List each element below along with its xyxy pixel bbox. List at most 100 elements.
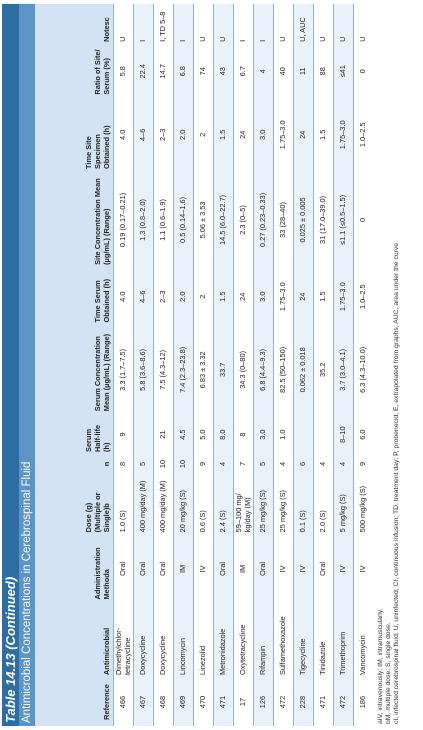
- cell-halflife: 3.0: [253, 414, 274, 455]
- header-dose: Dose (g) (Multiple or Single)b: [35, 472, 114, 536]
- cell-time-serum: 24: [233, 267, 254, 326]
- cell-dose: 0.6 (S): [193, 472, 214, 536]
- cell-serum-concentration: 7.4 (2.3–23.8): [173, 325, 194, 415]
- cell-reference: 186: [353, 678, 374, 726]
- cell-time-site: 3.0: [253, 97, 274, 172]
- cell-reference: 472: [333, 678, 354, 726]
- cell-serum-concentration: 0.062 ± 0.018: [293, 325, 314, 415]
- cell-site-concentration: ≤1.1 (≤0.5–1.5): [333, 171, 354, 268]
- header-time-site: Time Site Specimen Obtained (h): [35, 97, 114, 172]
- table-row: 469 Lincomycin IM 20 mg/kg (S) 10 4.5 7.…: [173, 4, 194, 726]
- footnote-b: bM, multiple dose; S, single dose.: [384, 622, 392, 724]
- cell-antimicrobial: Doxycycline: [153, 602, 174, 679]
- cell-halflife: 1.0: [273, 414, 294, 455]
- cell-site-concentration: 5.06 ± 3.53: [193, 171, 214, 268]
- cell-antimicrobial: Rifampin: [253, 602, 274, 679]
- cell-antimicrobial: Tigecycline: [293, 602, 314, 679]
- cell-time-site: 24: [233, 97, 254, 172]
- cell-method: IV: [273, 535, 294, 603]
- cell-notes: U: [333, 4, 354, 45]
- cell-time-site: 4.0: [113, 97, 134, 172]
- cell-serum-concentration: 6.8 (4.4–9.3): [253, 325, 274, 415]
- cell-time-serum: 24: [293, 267, 314, 326]
- cell-ratio: 74: [193, 44, 214, 98]
- cell-ratio: 88: [313, 44, 334, 98]
- cell-reference: 471: [213, 678, 234, 726]
- table-row: 468 Doxycycline Oral 400 mg/day (M) 10 2…: [153, 4, 174, 726]
- cell-time-serum: 4.0: [113, 267, 134, 326]
- cell-method: IV: [333, 535, 354, 603]
- cell-dose: 400 mg/day (M): [153, 472, 174, 536]
- cell-n: 9: [193, 454, 214, 473]
- cell-antimicrobial: Linezolid: [193, 602, 214, 679]
- cell-ratio: 4: [253, 44, 274, 98]
- cell-method: Oral: [213, 535, 234, 603]
- table-row: 467 Doxycycline Oral 400 mg/day (M) 5 5.…: [133, 4, 154, 726]
- cell-dose: 59–100 mg/ kg/day (M): [233, 472, 254, 536]
- cell-dose: 2.0 (S): [313, 472, 334, 536]
- cell-halflife: 21: [153, 414, 174, 455]
- cell-reference: 126: [253, 678, 274, 726]
- cell-time-serum: 2.0: [173, 267, 194, 326]
- cell-notes: I: [133, 4, 154, 45]
- cell-notes: U: [353, 4, 374, 45]
- cell-halflife: 8: [233, 414, 254, 455]
- header-reference: Reference: [35, 678, 114, 726]
- cell-time-serum: 2: [193, 267, 214, 326]
- cell-time-serum: 1.0–2.5: [353, 267, 374, 326]
- cell-reference: 470: [193, 678, 214, 726]
- cell-dose: 1.0 (S): [113, 472, 134, 536]
- cell-site-concentration: 2.3 (0–5): [233, 171, 254, 268]
- cell-antimicrobial: Vancomycin: [353, 602, 374, 679]
- cell-time-serum: 1.75–3.0: [273, 267, 294, 326]
- cell-notes: U: [113, 4, 134, 45]
- cell-serum-concentration: 3.3 (1.7–7.5): [113, 325, 134, 415]
- cell-halflife: 9: [113, 414, 134, 455]
- cell-ratio: 6.7: [233, 44, 254, 98]
- cell-site-concentration: 1.3 (0.8–2.0): [133, 171, 154, 268]
- cell-site-concentration: 0.5 (0.14–1.6): [173, 171, 194, 268]
- cell-notes: I: [253, 4, 274, 45]
- cell-ratio: 5.8: [113, 44, 134, 98]
- cell-n: 10: [153, 454, 174, 473]
- cell-dose: 500 mg/kg (S): [353, 472, 374, 536]
- footnote-a: aIV, intravenously; IM, intramuscularly.: [376, 608, 384, 724]
- cell-antimicrobial: Lincomycin: [173, 602, 194, 679]
- cell-n: 5: [253, 454, 274, 473]
- cell-n: 6: [293, 454, 314, 473]
- cell-ratio: ≤41: [333, 44, 354, 98]
- cell-site-concentration: 14.5 (6.0–22.7): [213, 171, 234, 268]
- cell-serum-concentration: 33.7: [213, 325, 234, 415]
- cell-time-serum: 2–3: [153, 267, 174, 326]
- cell-ratio: 0: [353, 44, 374, 98]
- cell-time-site: 1.5: [313, 97, 334, 172]
- cell-halflife: 6.0: [353, 414, 374, 455]
- cell-method: IV: [293, 535, 314, 603]
- cell-halflife: 5.0: [193, 414, 214, 455]
- cell-time-site: 2.0: [173, 97, 194, 172]
- table-row: 472 Trimethoprim IV 5 mg/kg (S) 4 8–10 3…: [333, 4, 354, 726]
- table-title: Table 14.13 (Continued): [2, 4, 19, 726]
- cell-time-site: 4–6: [133, 97, 154, 172]
- cell-dose: 5 mg/kg (S): [333, 472, 354, 536]
- cell-serum-concentration: 5.8 (3.6–8.6): [133, 325, 154, 415]
- cell-antimicrobial: Doxycycline: [133, 602, 154, 679]
- cell-method: IV: [353, 535, 374, 603]
- cell-time-serum: 1.75–3.0: [333, 267, 354, 326]
- cell-serum-concentration: 6.83 ± 3.32: [193, 325, 214, 415]
- cell-notes: U: [273, 4, 294, 45]
- cell-halflife: 8.0: [213, 414, 234, 455]
- cell-time-serum: 1.5: [313, 267, 334, 326]
- cell-halflife: 4.5: [173, 414, 194, 455]
- header-site-concentration: Site Concentration Mean (µg/mL) (Range): [35, 171, 114, 268]
- cell-site-concentration: 0.27 (0.23–0.33): [253, 171, 274, 268]
- footnotes: aIV, intravenously; IM, intramuscularly.…: [377, 4, 402, 726]
- cell-time-serum: 4–6: [133, 267, 154, 326]
- table-row: 126 Rifampin Oral 25 mg/kg (S) 5 3.0 6.8…: [253, 4, 274, 726]
- header-row: Reference Antimicrobial Administration M…: [35, 4, 114, 726]
- cell-method: Oral: [113, 535, 134, 603]
- cell-halflife: [293, 414, 314, 455]
- cell-serum-concentration: 3.7 (3.0–4.1): [333, 325, 354, 415]
- table-row: 472 Sulfamethoxazole IV 25 mg/kg (S) 4 1…: [273, 4, 294, 726]
